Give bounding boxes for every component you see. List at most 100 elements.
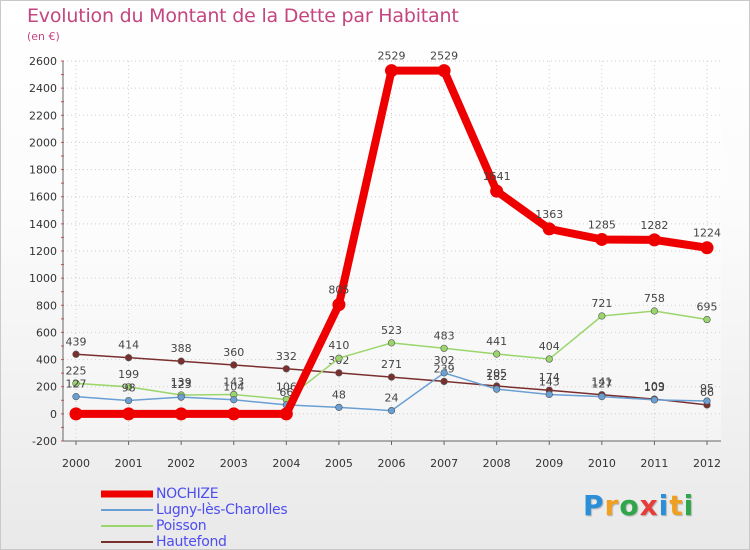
data-point-hautefond [230,361,238,369]
data-label-lugny-l-s-charolles: 302 [434,354,455,367]
legend-swatch-poisson [101,525,153,527]
data-point-hautefond [440,377,448,386]
legend-label-nochize: NOCHIZE [156,486,219,502]
x-tick-label: 2010 [588,457,616,470]
data-label-hautefond: 388 [171,342,192,355]
data-point-lugny-l-s-charolles [177,393,185,401]
data-label-poisson: 695 [697,301,718,314]
data-label-nochize: 2529 [378,50,406,63]
data-label-hautefond: 174 [539,371,560,384]
y-tick-label: 1600 [29,191,57,204]
data-point-lugny-l-s-charolles [545,390,553,399]
data-point-poisson [703,315,711,324]
data-label-hautefond: 360 [223,346,244,359]
data-label-nochize: 2529 [430,50,458,63]
data-label-poisson: 523 [381,324,402,337]
data-point-nochize [647,233,661,247]
data-point-nochize [595,232,609,246]
data-label-lugny-l-s-charolles: 123 [171,378,192,391]
data-label-hautefond: 239 [434,362,455,375]
data-label-poisson: 758 [644,292,665,305]
data-label-lugny-l-s-charolles: 127 [591,378,612,391]
data-point-lugny-l-s-charolles [650,396,659,404]
data-point-hautefond [124,354,133,362]
logo-letter: i [658,489,670,522]
data-point-lugny-l-s-charolles [440,369,448,377]
y-tick-label: 2600 [29,55,57,68]
data-point-hautefond [387,373,396,381]
legend-label-poisson: Poisson [156,518,207,534]
data-point-poisson [440,344,448,352]
x-tick-label: 2011 [640,457,668,470]
data-label-lugny-l-s-charolles: 103 [644,381,665,394]
data-point-poisson [124,383,133,391]
x-tick-label: 2008 [483,457,511,470]
data-point-nochize [437,64,451,78]
data-point-nochize [122,407,136,421]
x-tick-label: 2003 [220,457,248,470]
legend-swatch-lugny [101,509,153,511]
data-label-poisson: 721 [591,297,612,310]
legend-label-lugny: Lugny-lès-Charolles [156,502,288,518]
x-tick-label: 2000 [62,457,90,470]
data-point-lugny-l-s-charolles [335,403,343,411]
data-point-nochize [174,407,188,421]
data-point-hautefond [335,369,343,377]
x-tick-label: 2002 [167,457,195,470]
data-point-nochize [332,298,346,312]
data-label-lugny-l-s-charolles: 127 [66,378,87,391]
data-label-hautefond: 414 [118,339,139,352]
logo-letter: r [604,489,620,522]
y-tick-label: 2200 [29,109,57,122]
x-tick-label: 2001 [115,457,143,470]
x-tick-label: 2012 [693,457,721,470]
proxiti-logo: Proxiti [583,489,694,522]
data-label-lugny-l-s-charolles: 95 [700,382,714,395]
data-label-lugny-l-s-charolles: 143 [539,375,560,388]
x-tick-label: 2004 [272,457,300,470]
y-tick-label: 0 [50,408,57,421]
y-tick-label: 400 [36,354,57,367]
data-label-poisson: 106 [276,380,297,393]
data-label-hautefond: 332 [276,350,297,363]
logo-letter: x [639,489,659,522]
logo-letter: t [669,489,684,522]
data-point-nochize [700,241,714,255]
data-point-poisson [545,355,553,363]
data-point-nochize [279,407,293,421]
data-point-lugny-l-s-charolles [230,396,238,404]
data-point-lugny-l-s-charolles [124,396,133,405]
data-label-lugny-l-s-charolles: 182 [486,370,507,383]
data-point-nochize [385,64,398,78]
logo-letter: P [583,489,605,522]
y-tick-label: 1800 [29,164,57,177]
data-point-lugny-l-s-charolles [598,393,606,401]
y-tick-label: 800 [36,299,57,312]
legend-swatch-nochize [101,490,153,498]
logo-letter: i [683,489,695,522]
data-label-nochize: 805 [328,284,349,297]
data-point-nochize [69,407,83,421]
data-point-poisson [650,307,659,315]
y-tick-label: 200 [36,381,57,394]
data-label-lugny-l-s-charolles: 104 [223,381,244,394]
data-label-lugny-l-s-charolles: 66 [279,386,293,399]
data-label-hautefond: 109 [644,380,665,393]
data-point-poisson [335,354,343,362]
data-point-nochize [227,407,241,421]
data-point-poisson [72,379,80,387]
legend-label-hautefond: Hautefond [156,534,227,550]
legend-swatch-hautefond [101,541,153,543]
data-label-nochize: 1285 [588,218,616,231]
y-tick-label: -200 [32,435,57,448]
data-point-poisson [493,350,501,358]
data-label-nochize: 1224 [693,227,721,240]
y-tick-label: 1000 [29,272,57,285]
data-label-hautefond: 439 [66,335,87,348]
data-label-hautefond: 205 [486,367,507,380]
data-label-poisson: 139 [171,376,192,389]
data-point-lugny-l-s-charolles [72,393,80,401]
data-label-poisson: 483 [434,329,455,342]
x-tick-label: 2005 [325,457,353,470]
